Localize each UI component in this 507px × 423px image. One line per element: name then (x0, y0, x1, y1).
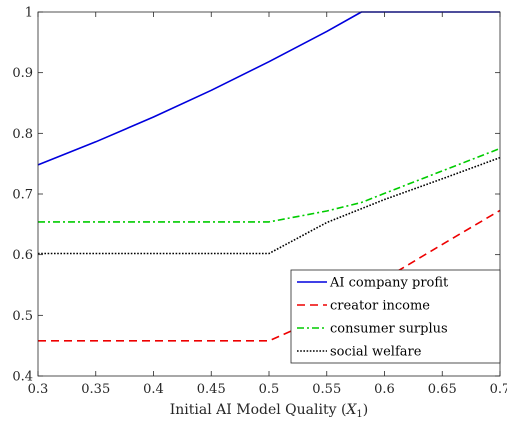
x-tick-label: 0.35 (81, 382, 110, 397)
legend-box (290, 269, 501, 364)
x-tick-label: 0.55 (312, 382, 341, 397)
y-tick-label: 0.4 (12, 370, 33, 385)
x-tick-label: 0.7 (490, 382, 507, 397)
legend-label-creator-income: creator income (330, 299, 430, 314)
series-line-creator-income (38, 209, 501, 342)
legend-label-social-welfare: social welfare (330, 345, 422, 360)
y-tick-label: 0.7 (12, 188, 33, 203)
legend-label-ai-company-profit: AI company profit (329, 276, 449, 291)
x-axis-label: Initial AI Model Quality (X1) (170, 402, 369, 420)
y-tick-label: 0.5 (12, 309, 33, 324)
x-tick-label: 0.45 (197, 382, 226, 397)
x-tick-label: 0.3 (28, 382, 49, 397)
series-line-consumer-surplus (38, 147, 501, 223)
y-tick-label: 0.9 (12, 66, 33, 81)
y-tick-label: 1 (25, 6, 33, 21)
x-tick-label: 0.5 (259, 382, 280, 397)
x-tick-label: 0.65 (428, 382, 457, 397)
legend-entries: AI company profit creator income consumer … (297, 276, 449, 360)
legend-label-consumer-surplus: consumer surplus (330, 322, 448, 337)
legend: AI company profit creator income consumer … (290, 269, 501, 364)
x-tick-label: 0.4 (143, 382, 164, 397)
x-tick-label: 0.6 (374, 382, 395, 397)
y-tick-label: 0.8 (12, 127, 33, 142)
tick-layer: 0.3 0.35 0.4 0.45 0.5 0.55 0.6 0.65 0.7 0.4 0.5 0.6… (12, 6, 507, 398)
y-tick-label: 0.6 (12, 248, 33, 263)
series-line-social-welfare (38, 156, 501, 255)
